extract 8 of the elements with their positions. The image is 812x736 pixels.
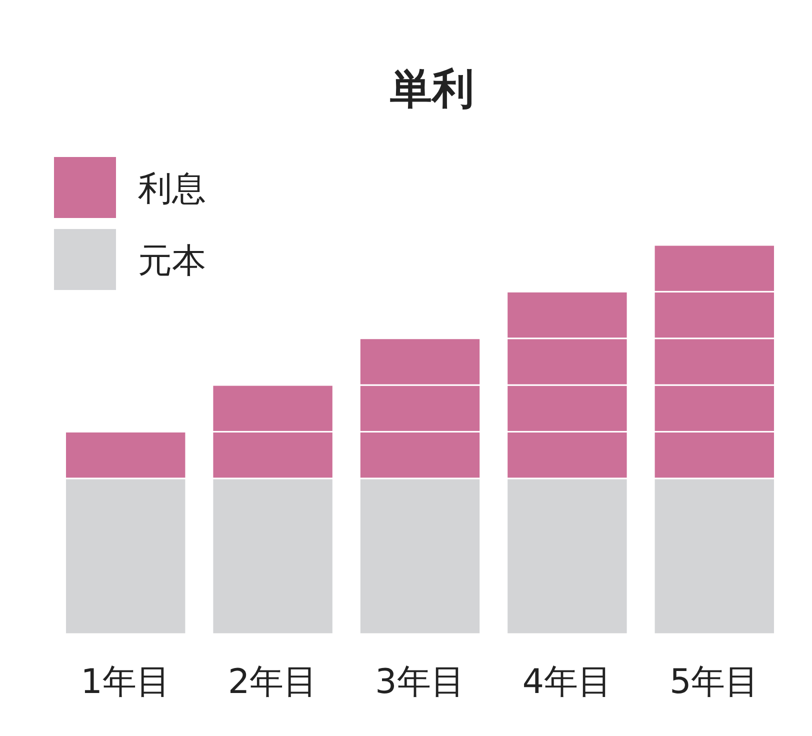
x-tick-label: 3年目 <box>375 662 465 702</box>
x-tick-label: 5年目 <box>670 662 760 702</box>
legend-label: 利息 <box>138 169 206 209</box>
legend-label: 元本 <box>138 241 206 281</box>
x-tick-label: 4年目 <box>522 662 612 702</box>
chart-title: 単利 <box>390 64 474 113</box>
x-tick-label: 1年目 <box>80 662 170 702</box>
x-tick-label: 2年目 <box>228 662 318 702</box>
